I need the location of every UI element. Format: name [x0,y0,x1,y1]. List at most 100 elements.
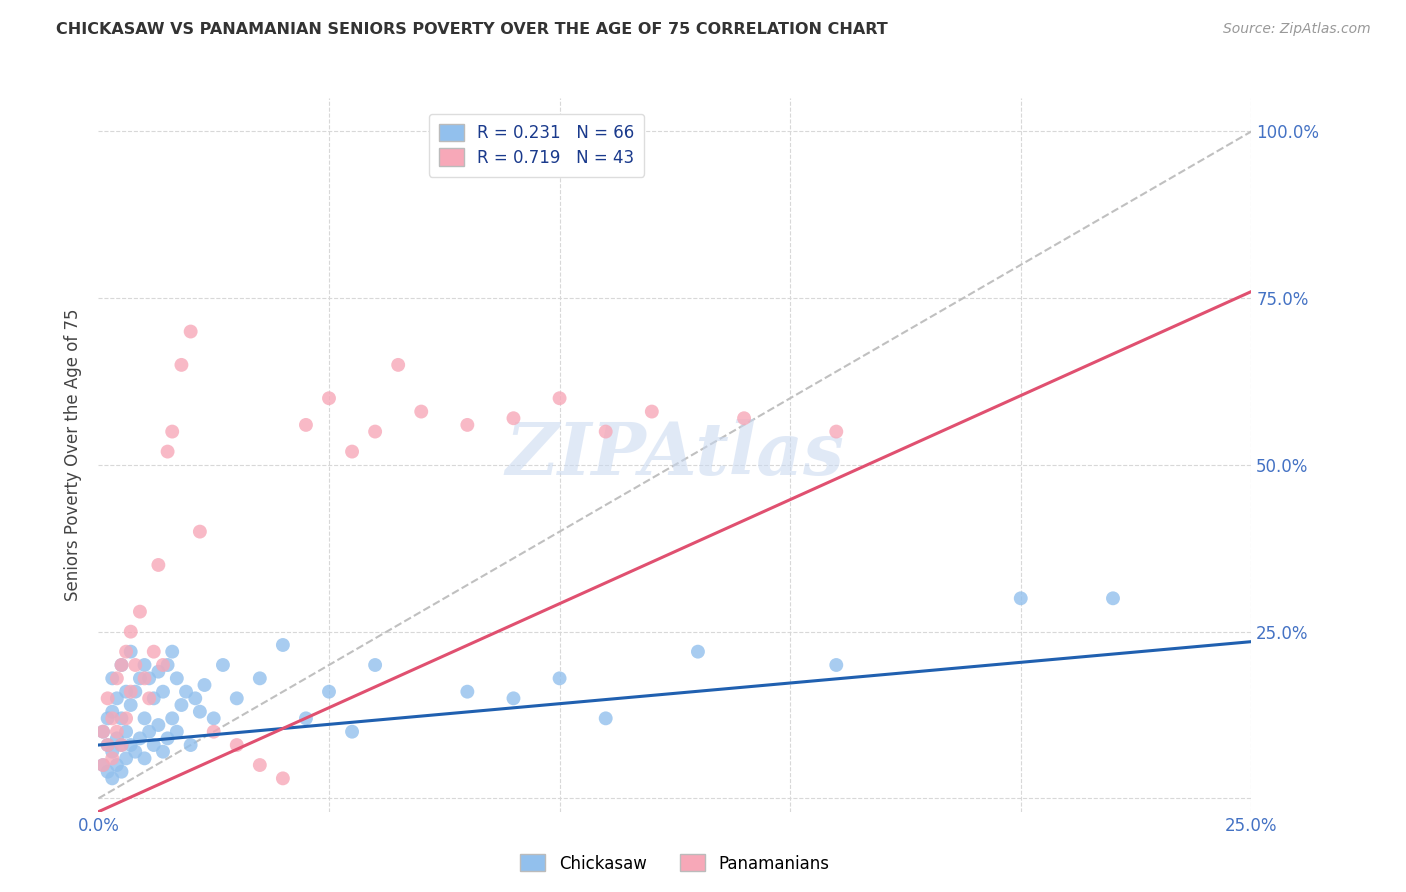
Point [101,751,124,765]
Point [170,358,193,372]
Point [110,658,132,673]
Point [825,658,848,673]
Point [134,711,156,725]
Point [825,425,848,439]
Point [156,731,179,746]
Point [110,764,132,779]
Point [129,671,152,685]
Point [105,671,128,685]
Point [502,411,524,425]
Point [124,745,146,759]
Point [180,738,202,752]
Point [502,691,524,706]
Point [225,738,247,752]
Point [271,638,294,652]
Point [295,711,318,725]
Point [152,658,174,673]
Point [1102,591,1125,606]
Point [364,425,387,439]
Point [387,358,409,372]
Point [548,671,571,685]
Point [134,751,156,765]
Text: CHICKASAW VS PANAMANIAN SENIORS POVERTY OVER THE AGE OF 75 CORRELATION CHART: CHICKASAW VS PANAMANIAN SENIORS POVERTY … [56,22,889,37]
Point [184,691,207,706]
Point [110,738,132,752]
Point [180,325,202,339]
Point [101,772,124,786]
Text: Source: ZipAtlas.com: Source: ZipAtlas.com [1223,22,1371,37]
Point [641,404,664,418]
Point [138,691,160,706]
Point [411,404,433,418]
Point [160,425,183,439]
Point [120,624,142,639]
Point [340,444,363,458]
Point [129,605,152,619]
Point [318,684,340,698]
Point [456,417,478,432]
Point [202,724,225,739]
Point [318,391,340,405]
Point [110,711,132,725]
Point [166,671,188,685]
Point [686,645,709,659]
Point [249,671,271,685]
Point [295,417,318,432]
Point [212,658,235,673]
Point [138,671,160,685]
Point [166,724,188,739]
Point [97,738,120,752]
Point [249,758,271,772]
Point [115,724,138,739]
Legend: R = 0.231   N = 66, R = 0.719   N = 43: R = 0.231 N = 66, R = 0.719 N = 43 [429,113,644,177]
Point [110,658,132,673]
Point [142,645,165,659]
Point [101,705,124,719]
Point [110,738,132,752]
Point [456,684,478,698]
Point [124,658,146,673]
Point [115,684,138,698]
Point [97,711,120,725]
Point [148,665,170,679]
Point [156,658,179,673]
Point [91,724,114,739]
Point [170,698,193,712]
Point [105,691,128,706]
Point [595,425,617,439]
Point [120,738,142,752]
Y-axis label: Seniors Poverty Over the Age of 75: Seniors Poverty Over the Age of 75 [65,309,83,601]
Point [188,705,211,719]
Point [364,658,387,673]
Point [115,751,138,765]
Point [142,738,165,752]
Point [142,691,165,706]
Point [160,645,183,659]
Point [188,524,211,539]
Point [105,758,128,772]
Point [595,711,617,725]
Point [148,558,170,572]
Point [134,671,156,685]
Point [733,411,755,425]
Point [124,684,146,698]
Point [120,684,142,698]
Point [101,671,124,685]
Point [134,658,156,673]
Point [340,724,363,739]
Point [97,738,120,752]
Point [148,718,170,732]
Point [120,698,142,712]
Legend: Chickasaw, Panamanians: Chickasaw, Panamanians [513,847,837,880]
Point [115,711,138,725]
Point [91,724,114,739]
Point [105,724,128,739]
Point [115,645,138,659]
Point [97,764,120,779]
Point [225,691,247,706]
Point [97,691,120,706]
Point [160,711,183,725]
Text: ZIPAtlas: ZIPAtlas [506,419,844,491]
Point [193,678,215,692]
Point [174,684,197,698]
